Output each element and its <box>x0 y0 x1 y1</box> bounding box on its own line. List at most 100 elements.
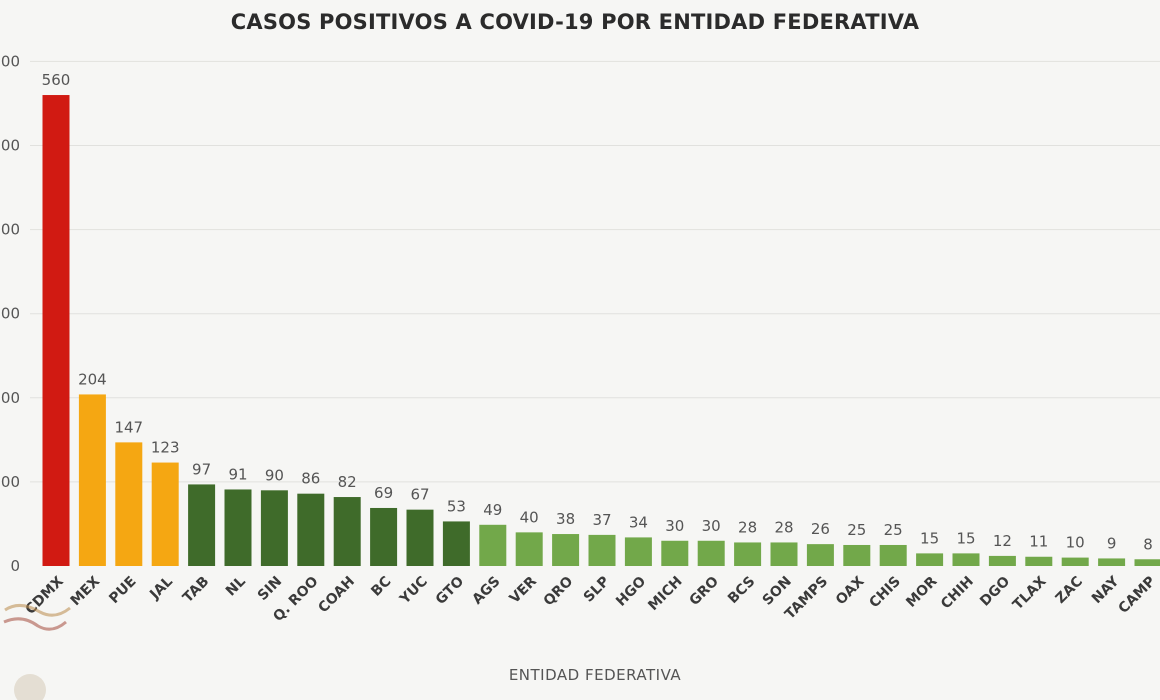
bar-tab <box>188 484 216 566</box>
value-label: 10 <box>1066 534 1085 552</box>
category-label: NL <box>223 573 249 599</box>
bar-mich <box>661 540 689 566</box>
bar-ver <box>515 532 543 566</box>
category-label: QRO <box>541 573 577 609</box>
category-label: CAMP <box>1115 574 1158 617</box>
bar-camp <box>1134 559 1160 566</box>
bar-mex <box>78 394 106 566</box>
category-label: VER <box>507 573 541 607</box>
bar-ags <box>479 524 507 566</box>
value-label: 15 <box>956 529 975 547</box>
category-label: AGS <box>469 574 503 608</box>
bar-oax <box>843 544 871 566</box>
category-label: BC <box>368 574 394 600</box>
bar-son <box>770 542 798 566</box>
category-label: GTO <box>433 573 468 608</box>
bar-nl <box>224 489 252 566</box>
value-label: 25 <box>884 521 903 539</box>
value-label: 67 <box>410 486 429 504</box>
bar-coah <box>333 497 361 566</box>
bar-pue <box>115 442 143 566</box>
value-label: 26 <box>811 520 830 538</box>
bar-yuc <box>406 509 434 566</box>
category-label: GRO <box>687 573 723 609</box>
bar-hgo <box>624 537 652 566</box>
chart-title: CASOS POSITIVOS A COVID-19 POR ENTIDAD F… <box>230 10 920 34</box>
bar-bc <box>370 507 398 566</box>
bar-slp <box>588 534 616 566</box>
category-label: HGO <box>613 573 649 609</box>
y-tick-label: 00 <box>1 52 20 70</box>
value-label: 560 <box>42 71 71 89</box>
category-label: TAB <box>180 574 213 607</box>
bar-jal <box>151 462 179 566</box>
bar-sin <box>260 490 288 566</box>
category-label: MOR <box>903 573 940 610</box>
bar-mor <box>916 553 944 566</box>
bar-gto <box>442 521 470 566</box>
value-label: 11 <box>1029 533 1048 551</box>
value-label: 86 <box>301 470 320 488</box>
category-label: COAH <box>315 574 358 617</box>
bar-nay <box>1098 558 1126 566</box>
bar-tlax <box>1025 556 1053 566</box>
bar-chis <box>879 544 907 566</box>
bar-zac <box>1061 557 1089 566</box>
value-label: 97 <box>192 460 211 478</box>
value-label: 40 <box>520 508 539 526</box>
value-label: 30 <box>665 517 684 535</box>
x-axis-label: ENTIDAD FEDERATIVA <box>508 666 682 684</box>
category-label: SIN <box>255 574 285 604</box>
bar-cdmx <box>42 95 70 566</box>
category-label: SLP <box>581 574 613 606</box>
bar-tamps <box>806 544 834 566</box>
value-label: 30 <box>702 517 721 535</box>
logo-icon <box>3 604 71 700</box>
y-tick-label: 00 <box>1 221 20 239</box>
value-label: 8 <box>1143 535 1153 553</box>
value-label: 90 <box>265 466 284 484</box>
bar-gro <box>697 540 725 566</box>
y-tick-label: 00 <box>1 473 20 491</box>
value-label: 37 <box>592 511 611 529</box>
y-tick-label: 00 <box>1 389 20 407</box>
value-label: 9 <box>1107 534 1117 552</box>
category-label: JAL <box>146 573 176 603</box>
y-tick-label: 00 <box>1 137 20 155</box>
value-label: 147 <box>114 418 143 436</box>
gridlines <box>30 60 1160 483</box>
value-label: 53 <box>447 497 466 515</box>
bar-bcs <box>734 542 762 566</box>
bar-qro <box>552 534 580 566</box>
y-tick-label: 00 <box>1 305 20 323</box>
value-label: 25 <box>847 521 866 539</box>
value-label: 91 <box>228 465 247 483</box>
value-label: 28 <box>774 518 793 536</box>
value-label: 15 <box>920 529 939 547</box>
bar-q-roo <box>297 493 325 566</box>
value-label: 34 <box>629 513 648 531</box>
value-label: 38 <box>556 510 575 528</box>
category-label: OAX <box>833 573 868 608</box>
category-label: MICH <box>645 574 685 614</box>
category-label: TLAX <box>1010 573 1050 613</box>
value-label: 123 <box>151 439 180 457</box>
bar-dgo <box>988 555 1016 566</box>
bar-chih <box>952 553 980 566</box>
value-label: 204 <box>78 370 107 388</box>
category-label: BCS <box>725 574 758 607</box>
category-label: YUC <box>396 574 430 608</box>
value-label: 69 <box>374 484 393 502</box>
category-label: ZAC <box>1053 574 1086 607</box>
value-label: 49 <box>483 501 502 519</box>
y-tick-label: 0 <box>10 557 20 575</box>
value-label: 12 <box>993 532 1012 550</box>
value-label: 82 <box>338 473 357 491</box>
category-label: DGO <box>977 573 1013 609</box>
category-label: CHIS <box>866 574 904 612</box>
category-label: CHIH <box>938 574 977 613</box>
